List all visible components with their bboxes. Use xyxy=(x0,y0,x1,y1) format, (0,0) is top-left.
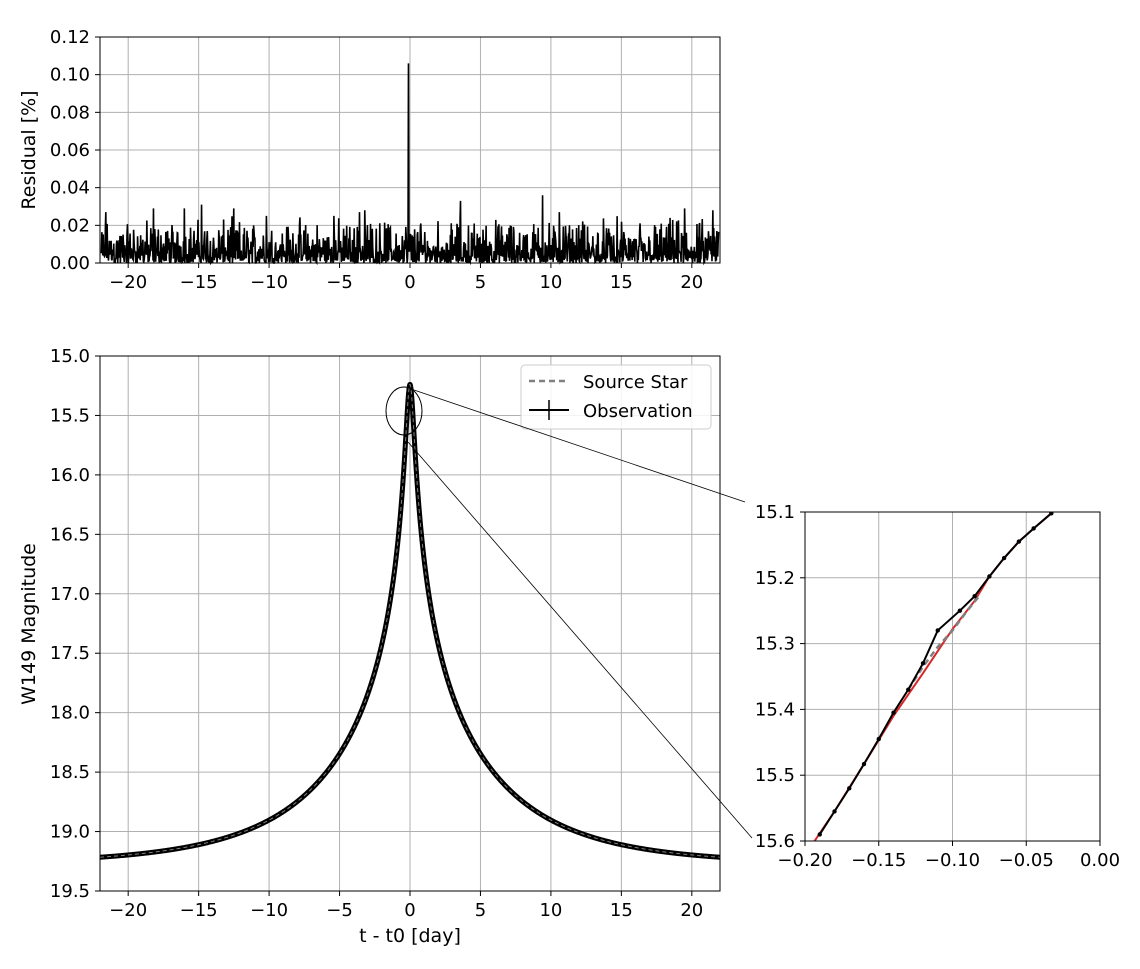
lightcurve-y-tick-label: 16.0 xyxy=(50,465,90,486)
lightcurve-x-tick-label: 20 xyxy=(680,900,703,921)
residual-y-tick-label: 0.12 xyxy=(50,27,90,48)
inset-observation-point xyxy=(1031,526,1036,531)
lightcurve-y-label: W149 Magnitude xyxy=(18,543,40,705)
inset-observation-point xyxy=(876,736,881,742)
inset-y-ticks: 15.1 15.2 15.3 15.4 15.5 15.6 xyxy=(755,502,805,852)
lightcurve-x-label: t - t0 [day] xyxy=(359,925,461,947)
inset-observation-point xyxy=(832,809,837,814)
lightcurve-y-tick-label: 18.5 xyxy=(50,762,90,783)
residual-y-tick-label: 0.00 xyxy=(50,253,90,274)
inset-y-tick-label: 15.1 xyxy=(755,502,795,523)
residual-y-tick-label: 0.06 xyxy=(50,140,90,161)
residual-y-tick-label: 0.10 xyxy=(50,65,90,86)
lightcurve-x-tick-label: −10 xyxy=(250,900,288,921)
inset-observation-line xyxy=(818,512,1052,835)
lightcurve-x-tick-label: −15 xyxy=(180,900,218,921)
lightcurve-y-tick-label: 17.5 xyxy=(50,643,90,664)
legend-box xyxy=(520,364,712,430)
residual-series xyxy=(100,63,720,266)
inset-observation-point xyxy=(1001,555,1007,561)
inset-observation-point xyxy=(935,628,940,633)
inset-x-tick-label: −0.05 xyxy=(999,850,1054,871)
residual-x-tick-label: 0 xyxy=(404,272,415,293)
inset-y-tick-label: 15.6 xyxy=(755,831,795,852)
residual-x-tick-label: −10 xyxy=(250,272,288,293)
lightcurve-y-tick-label: 16.5 xyxy=(50,524,90,545)
inset-panel: −0.20 −0.15 −0.10 −0.05 0.00 15.115.215.315.… xyxy=(755,502,1120,871)
inset-x-tick-label: −0.20 xyxy=(777,850,832,871)
inset-observation-point xyxy=(972,594,977,599)
lightcurve-panel: −20 −15 −10 −5 0 5 10 15 20 15.0 15.5 16.0 16.5 17.0… xyxy=(18,346,722,947)
lightcurve-y-tick-label: 15.5 xyxy=(50,405,90,426)
residual-grid xyxy=(100,36,720,264)
inset-observation-point xyxy=(817,832,822,837)
inset-x-ticks: −0.20 −0.15 −0.10 −0.05 0.00 xyxy=(777,841,1120,871)
inset-y-tick-label: 15.5 xyxy=(755,765,795,786)
residual-panel: −20 −15 −10 −5 0 5 10 15 20 0.00 0.02 0.04 0.06 0.08… xyxy=(18,27,721,293)
residual-x-tick-label: 10 xyxy=(539,272,562,293)
inset-x-tick-label: 0.00 xyxy=(1080,850,1120,871)
lightcurve-x-tick-label: −20 xyxy=(109,900,147,921)
zoom-connector-bottom xyxy=(407,441,753,839)
residual-x-ticks: −20 −15 −10 −5 0 5 10 15 20 xyxy=(109,263,703,293)
inset-x-tick-label: −0.15 xyxy=(851,850,906,871)
lightcurve-y-tick-label: 19.5 xyxy=(50,881,90,902)
inset-observation-point xyxy=(861,761,867,767)
residual-x-tick-label: −5 xyxy=(326,272,353,293)
zoom-ellipse xyxy=(385,386,423,436)
residual-y-tick-label: 0.04 xyxy=(50,178,90,199)
lightcurve-y-tick-label: 15.0 xyxy=(50,346,90,367)
lightcurve-x-tick-label: 10 xyxy=(539,900,562,921)
lightcurve-x-tick-label: −5 xyxy=(326,900,353,921)
inset-source-star-line xyxy=(907,595,981,691)
inset-y-tick-label: 15.3 xyxy=(755,634,795,655)
inset-observation-point xyxy=(847,786,852,791)
legend-observation-label: Observation xyxy=(583,401,693,422)
residual-y-ticks: 0.00 0.02 0.04 0.06 0.08 0.10 0.12 xyxy=(50,27,100,274)
legend: Source Star Observation xyxy=(520,364,712,430)
lightcurve-y-tick-label: 19.0 xyxy=(50,822,90,843)
residual-x-tick-label: −15 xyxy=(180,272,218,293)
lightcurve-series xyxy=(98,381,722,860)
lightcurve-y-tick-label: 18.0 xyxy=(50,703,90,724)
zoom-connector-top xyxy=(410,388,746,503)
lightcurve-y-ticks: 15.0 15.5 16.0 16.5 17.0 17.5 18.0 18.5 19.0 19.5 xyxy=(50,346,100,902)
residual-y-tick-label: 0.08 xyxy=(50,102,90,123)
residual-x-tick-label: 5 xyxy=(475,272,486,293)
inset-model-line xyxy=(813,512,1054,841)
lightcurve-y-tick-label: 17.0 xyxy=(50,584,90,605)
residual-y-label: Residual [%] xyxy=(18,90,40,209)
inset-observation-point xyxy=(920,661,926,666)
lightcurve-x-tick-label: 5 xyxy=(475,900,486,921)
inset-x-tick-label: −0.10 xyxy=(925,850,980,871)
inset-observation-point xyxy=(1016,539,1022,544)
inset-y-tick-label: 15.2 xyxy=(755,568,795,589)
inset-grid xyxy=(804,511,1101,842)
inset-observation-point xyxy=(891,710,896,715)
inset-series xyxy=(813,512,1054,841)
lightcurve-x-tick-label: 15 xyxy=(610,900,633,921)
residual-line xyxy=(100,63,720,266)
inset-y-tick-label: 15.4 xyxy=(755,699,795,720)
residual-x-tick-label: 20 xyxy=(680,272,703,293)
inset-observation-point xyxy=(1049,512,1054,516)
source-star-curve xyxy=(99,383,721,858)
lightcurve-grid xyxy=(100,355,720,892)
lightcurve-x-tick-label: 0 xyxy=(404,900,415,921)
legend-source-star-label: Source Star xyxy=(583,372,688,393)
lightcurve-x-ticks: −20 −15 −10 −5 0 5 10 15 20 xyxy=(109,891,703,921)
inset-observation-point xyxy=(906,687,911,692)
inset-observation-point xyxy=(957,608,963,613)
residual-x-tick-label: −20 xyxy=(109,272,147,293)
residual-y-tick-label: 0.02 xyxy=(50,215,90,236)
inset-observation-point xyxy=(987,574,992,579)
residual-x-tick-label: 15 xyxy=(610,272,633,293)
